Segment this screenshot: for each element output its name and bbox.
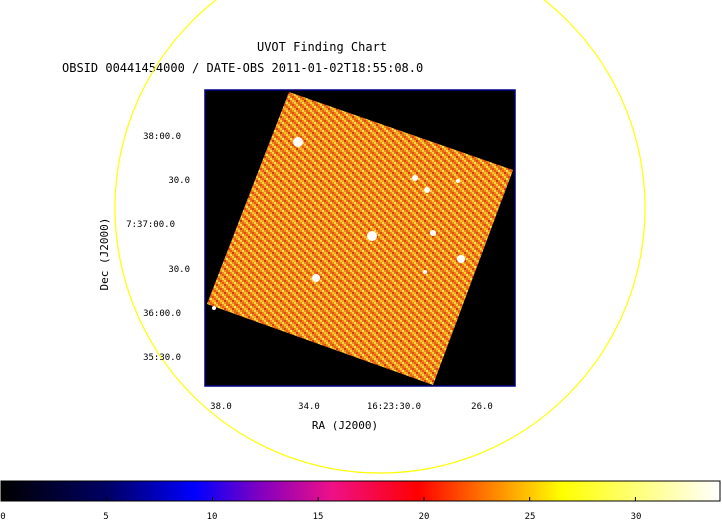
source bbox=[312, 274, 320, 282]
source bbox=[430, 230, 436, 236]
colorbar-tick-label: 30 bbox=[631, 512, 642, 521]
source bbox=[212, 306, 216, 310]
colorbar bbox=[0, 480, 721, 502]
source bbox=[412, 175, 418, 181]
x-tick-label: 38.0 bbox=[210, 402, 232, 412]
source bbox=[457, 255, 465, 263]
y-axis-label: Dec (J2000) bbox=[98, 218, 111, 291]
x-axis-label: RA (J2000) bbox=[312, 419, 378, 432]
source bbox=[367, 231, 377, 241]
y-tick-label: 36:00.0 bbox=[143, 309, 181, 319]
y-tick-label: 38:00.0 bbox=[143, 132, 181, 142]
field-of-view-circle bbox=[114, 0, 646, 474]
source bbox=[456, 179, 460, 183]
x-tick-labels: 38.0 34.0 16:23:30.0 26.0 bbox=[210, 402, 493, 412]
exposure-map bbox=[207, 92, 513, 385]
colorbar-tick-label: 0 bbox=[0, 512, 5, 521]
x-tick-label: 16:23:30.0 bbox=[367, 402, 421, 412]
source bbox=[293, 137, 303, 147]
y-tick-labels: 38:00.0 30.0 7:37:00.0 30.0 36:00.0 35:3… bbox=[126, 132, 190, 363]
colorbar-tick-label: 15 bbox=[313, 512, 324, 521]
colorbar-tick-labels: 0 5 10 15 20 25 30 bbox=[0, 512, 641, 521]
sources bbox=[212, 137, 465, 310]
y-tick-label: 35:30.0 bbox=[143, 353, 181, 363]
y-tick-label: 30.0 bbox=[168, 265, 190, 275]
colorbar-tick-label: 5 bbox=[103, 512, 108, 521]
x-tick-label: 26.0 bbox=[471, 402, 493, 412]
colorbar-tick-label: 25 bbox=[525, 512, 536, 521]
colorbar-ticks bbox=[0, 497, 636, 501]
y-tick-label: 30.0 bbox=[168, 176, 190, 186]
chart-title: UVOT Finding Chart bbox=[257, 40, 387, 54]
source bbox=[424, 187, 430, 193]
x-tick-label: 34.0 bbox=[298, 402, 320, 412]
colorbar-tick-label: 10 bbox=[207, 512, 218, 521]
chart-subtitle: OBSID 00441454000 / DATE-OBS 2011-01-02T… bbox=[62, 61, 423, 75]
y-tick-label: 7:37:00.0 bbox=[126, 220, 175, 230]
source bbox=[423, 270, 427, 274]
colorbar-tick-label: 20 bbox=[419, 512, 430, 521]
